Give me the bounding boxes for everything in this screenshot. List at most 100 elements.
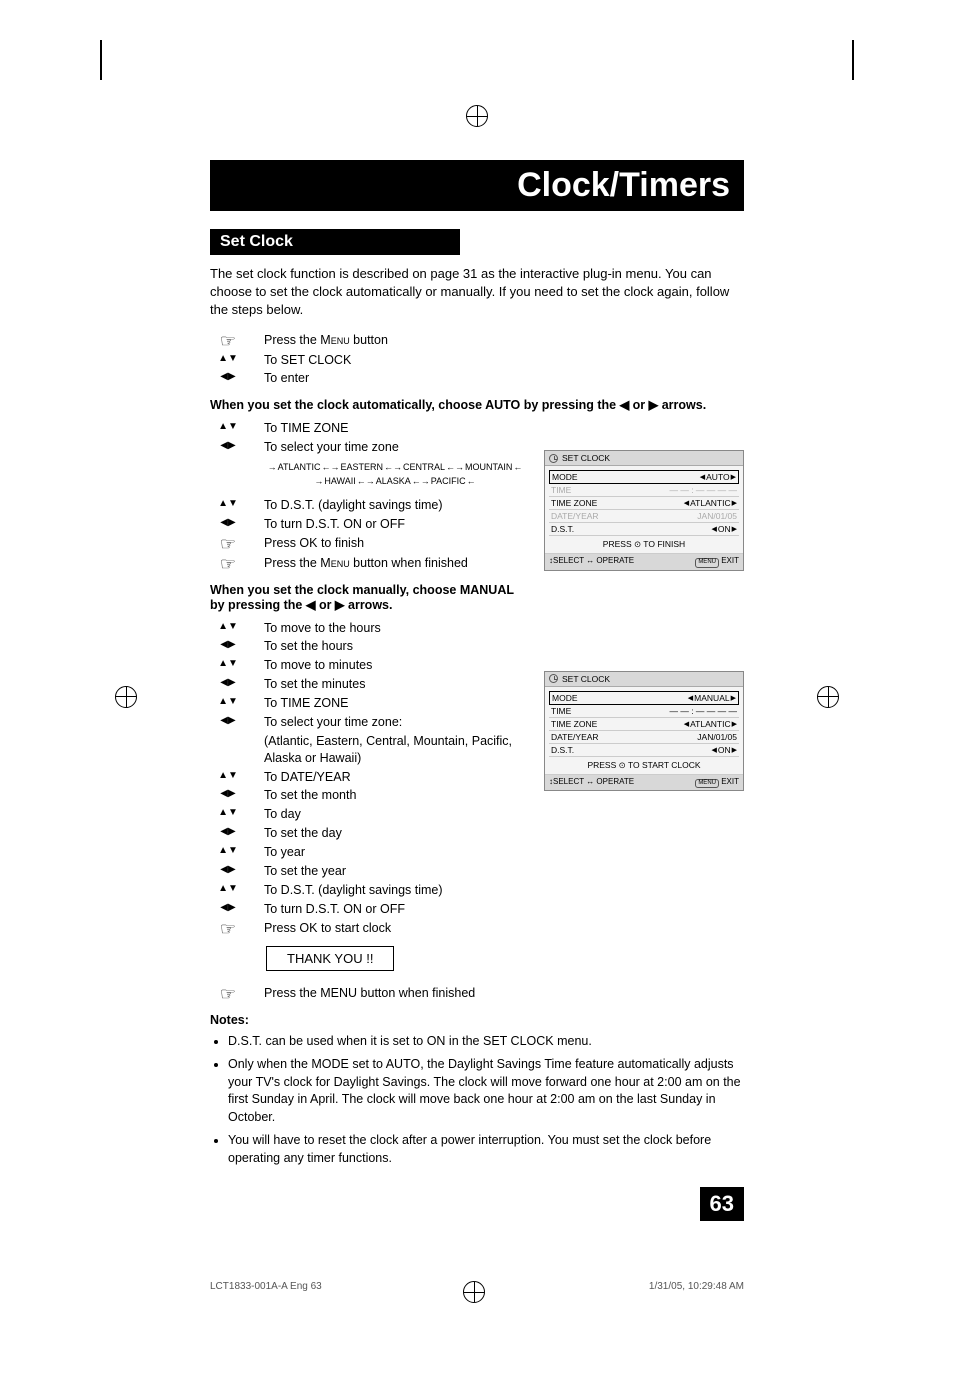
osd-value: JAN/01/05 xyxy=(697,511,737,521)
hand-press-icon: ☞ xyxy=(210,920,246,938)
intro-text: The set clock function is described on p… xyxy=(210,265,744,320)
osd-label: DATE/YEAR xyxy=(551,732,599,742)
step-text: Press the Menu button when finished xyxy=(264,555,524,572)
manual-heading: When you set the clock manually, choose … xyxy=(210,583,524,612)
osd-row: D.S.T.◀ON▶ xyxy=(549,744,739,757)
step-text: To turn D.S.T. ON or OFF xyxy=(264,901,524,918)
timezone-diagram: →ATLANTIC←→EASTERN←→CENTRAL←→MOUNTAIN← →… xyxy=(266,460,524,489)
notes-list: D.S.T. can be used when it is set to ON … xyxy=(210,1033,744,1168)
left-right-arrows-icon xyxy=(210,638,246,650)
section-header: Set Clock xyxy=(210,229,460,255)
osd-value: — — : — — — — xyxy=(669,485,737,495)
left-right-arrows-icon xyxy=(210,676,246,688)
left-right-arrows-icon xyxy=(210,863,246,875)
osd-value: ◀ON▶ xyxy=(711,524,737,534)
osd-press-line: PRESS ⊙ TO FINISH xyxy=(545,536,743,554)
content-area: Clock/Timers Set Clock The set clock fun… xyxy=(120,100,834,1333)
osd-row: TIME — — : — — — — xyxy=(549,484,739,497)
osd-title: SET CLOCK xyxy=(545,672,743,687)
step-row: To enter xyxy=(210,370,744,387)
print-footer: LCT1833-001A-A Eng 63 1/31/05, 10:29:48 … xyxy=(210,1221,744,1303)
step-text: Press the MENU button when finished xyxy=(264,985,524,1002)
up-down-arrows-icon xyxy=(210,769,246,781)
osd-label: D.S.T. xyxy=(551,524,574,534)
step-text: Press OK to finish xyxy=(264,535,524,552)
step-text: To D.S.T. (daylight savings time) xyxy=(264,497,524,514)
hand-press-icon: ☞ xyxy=(210,985,246,1003)
registration-mark-icon xyxy=(463,1281,485,1303)
osd-footer: ↕SELECT ↔ OPERATE MENU EXIT xyxy=(545,554,743,569)
osd-value: ◀AUTO▶ xyxy=(700,472,736,482)
step-text: Press OK to start clock xyxy=(264,920,524,937)
left-column: To TIME ZONE To select your time zone →A… xyxy=(210,420,524,1004)
left-right-arrows-icon xyxy=(210,901,246,913)
left-right-arrows-icon xyxy=(210,825,246,837)
up-down-arrows-icon xyxy=(210,497,246,509)
osd-row: TIME — — : — — — — xyxy=(549,705,739,718)
osd-value: ◀ATLANTIC▶ xyxy=(684,498,737,508)
page-number: 63 xyxy=(700,1187,744,1221)
step-text: To move to the hours xyxy=(264,620,524,637)
osd-row: D.S.T. ◀ON▶ xyxy=(549,523,739,536)
step-text: To TIME ZONE xyxy=(264,695,524,712)
step-text: To D.S.T. (daylight savings time) xyxy=(264,882,524,899)
osd-label: MODE xyxy=(552,472,578,482)
hand-press-icon: ☞ xyxy=(210,332,246,350)
step-text: To SET CLOCK xyxy=(264,352,744,369)
osd-label: DATE/YEAR xyxy=(551,511,599,521)
osd-value: ◀MANUAL▶ xyxy=(688,693,736,703)
left-right-arrows-icon xyxy=(210,714,246,726)
left-right-arrows-icon xyxy=(210,787,246,799)
menu-pill-icon: MENU xyxy=(695,779,719,788)
clock-icon xyxy=(549,454,558,463)
osd-press-line: PRESS ⊙ TO START CLOCK xyxy=(545,757,743,775)
osd-row: TIME ZONE ◀ATLANTIC▶ xyxy=(549,497,739,510)
osd-label: TIME ZONE xyxy=(551,498,597,508)
right-column: SET CLOCK MODE◀AUTO▶TIME— — : — — — —TIM… xyxy=(544,420,744,1004)
osd-title: SET CLOCK xyxy=(545,451,743,466)
osd-row: DATE/YEAR JAN/01/05 xyxy=(549,731,739,744)
note-item: D.S.T. can be used when it is set to ON … xyxy=(228,1033,744,1051)
step-text: To year xyxy=(264,844,524,861)
osd-row: MODE ◀AUTO▶ xyxy=(549,470,739,484)
step-text: To TIME ZONE xyxy=(264,420,524,437)
up-down-arrows-icon xyxy=(210,882,246,894)
osd-body: MODE ◀AUTO▶ TIME — — : — — — — TIME ZONE ◀ATL… xyxy=(545,466,743,536)
osd-row: MODE ◀MANUAL▶ xyxy=(549,691,739,705)
step-text: To turn D.S.T. ON or OFF xyxy=(264,516,524,533)
osd-label: TIME xyxy=(551,706,571,716)
crop-mark xyxy=(852,40,854,80)
left-right-arrows-icon xyxy=(210,439,246,451)
osd-value: — — : — — — — xyxy=(669,706,737,716)
osd-value: JAN/01/05 xyxy=(697,732,737,742)
step-text: To DATE/YEAR xyxy=(264,769,524,786)
up-down-arrows-icon xyxy=(210,806,246,818)
osd-label: TIME xyxy=(551,485,571,495)
osd-panel-manual: SET CLOCK MODE◀MANUAL▶TIME— — : — — — —T… xyxy=(544,671,744,791)
step-text: To set the hours xyxy=(264,638,524,655)
up-down-arrows-icon xyxy=(210,695,246,707)
footer-left: LCT1833-001A-A Eng 63 xyxy=(210,1281,322,1303)
osd-footer: ↕SELECT ↔ OPERATE MENU EXIT xyxy=(545,775,743,790)
up-down-arrows-icon xyxy=(210,844,246,856)
clock-icon xyxy=(549,674,558,683)
step-row: To SET CLOCK xyxy=(210,352,744,369)
step-text: To set the day xyxy=(264,825,524,842)
note-item: You will have to reset the clock after a… xyxy=(228,1132,744,1167)
up-down-arrows-icon xyxy=(210,657,246,669)
left-right-arrows-icon xyxy=(210,516,246,528)
step-text: To move to minutes xyxy=(264,657,524,674)
step-text: To select your time zone xyxy=(264,439,524,456)
step-row: ☞ Press the Menu button xyxy=(210,332,744,350)
osd-row: TIME ZONE◀ATLANTIC▶ xyxy=(549,718,739,731)
step-text: (Atlantic, Eastern, Central, Mountain, P… xyxy=(264,733,524,767)
osd-label: MODE xyxy=(552,693,578,703)
page: Clock/Timers Set Clock The set clock fun… xyxy=(0,0,954,1393)
notes-header: Notes: xyxy=(210,1013,744,1027)
note-item: Only when the MODE set to AUTO, the Dayl… xyxy=(228,1056,744,1126)
step-text: To set the minutes xyxy=(264,676,524,693)
step-text: To set the year xyxy=(264,863,524,880)
osd-value: ◀ON▶ xyxy=(711,745,737,755)
step-text: To select your time zone: xyxy=(264,714,524,731)
osd-value: ◀ATLANTIC▶ xyxy=(684,719,737,729)
